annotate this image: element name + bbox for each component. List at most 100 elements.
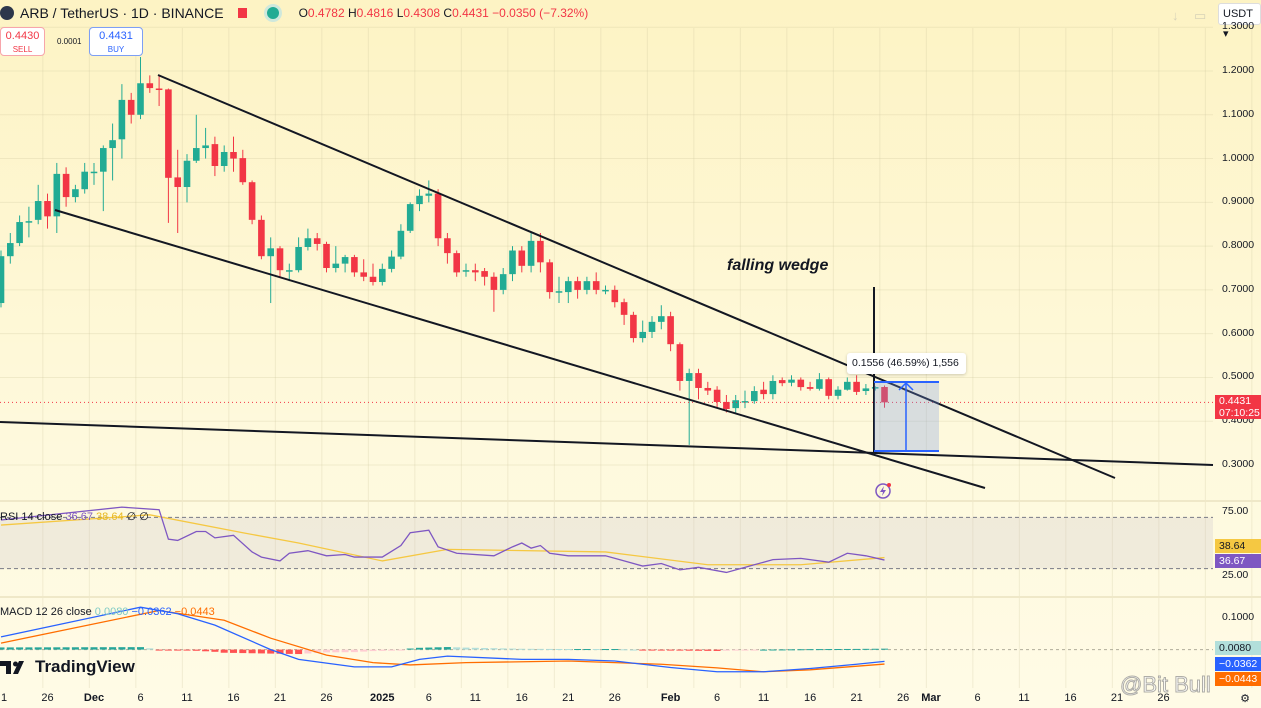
candle-body	[341, 257, 349, 264]
macd-histogram-bar	[211, 649, 219, 652]
candle-body	[592, 281, 600, 290]
macd-histogram-bar	[592, 649, 600, 651]
wedge-upper-trendline[interactable]	[157, 74, 1116, 479]
candle-body	[286, 270, 293, 272]
macd-histogram-bar	[406, 648, 414, 650]
candle-body	[416, 195, 423, 205]
candle-body	[146, 83, 154, 89]
rsi-legend[interactable]: RSI 14 close 36.67 38.64 ∅ ∅	[0, 511, 149, 523]
download-icon[interactable]: ↓	[1172, 8, 1179, 23]
candle-body	[537, 240, 544, 263]
macd-histogram-bar	[536, 648, 544, 650]
candle-body	[267, 248, 274, 257]
macd-histogram-bar	[676, 649, 684, 651]
macd-histogram-bar	[471, 647, 479, 650]
candle-body	[760, 389, 767, 395]
candle-body	[202, 145, 209, 149]
settings-icon[interactable]: ⚙	[1240, 693, 1250, 705]
macd-histogram-bar	[34, 647, 42, 650]
price-axis-label: 1.0000	[1222, 151, 1255, 164]
candle-body	[518, 250, 526, 266]
candle-body	[527, 240, 535, 266]
candle-body	[174, 177, 181, 188]
candle-body	[118, 99, 126, 140]
pane-separator	[0, 500, 1261, 502]
macd-line	[0, 606, 885, 673]
candle-body	[620, 302, 628, 315]
macd-histogram-bar	[657, 649, 665, 651]
flag-icon[interactable]	[237, 8, 247, 18]
macd-histogram-bar	[369, 649, 377, 652]
candle-body	[248, 182, 256, 220]
candle-body	[90, 171, 98, 174]
candle-body	[388, 256, 395, 269]
candle-body	[425, 193, 433, 196]
candle-body	[369, 276, 377, 283]
macd-histogram-bar	[722, 649, 730, 651]
time-axis-label: 16	[227, 692, 240, 704]
wedge-lower-trendline[interactable]	[54, 209, 986, 489]
tradingview-logo[interactable]: TradingView	[0, 657, 135, 677]
macd-histogram-bar	[509, 648, 516, 650]
macd-legend[interactable]: MACD 12 26 close 0.0080 −0.0362 −0.0443	[0, 606, 215, 618]
price-axis-label: 0.9000	[1222, 195, 1255, 208]
macd-histogram-bar	[164, 649, 172, 651]
macd-histogram-bar	[155, 649, 163, 651]
candle-body	[127, 99, 135, 115]
candle-body	[788, 379, 795, 383]
candle-body	[509, 250, 516, 275]
macd-histogram-bar	[183, 649, 191, 651]
candle-body	[230, 151, 237, 159]
pattern-annotation[interactable]: falling wedge	[727, 257, 829, 274]
currency-select[interactable]: USDT ▾	[1218, 3, 1261, 40]
macd-histogram-bar	[732, 649, 740, 651]
price-axis-label: 0.8000	[1222, 239, 1255, 252]
macd-histogram-bar	[388, 649, 396, 651]
candle-body	[304, 238, 312, 247]
candle-body	[44, 201, 51, 217]
macd-histogram-bar	[341, 649, 349, 653]
macd-axis-tick: 0.1000	[1222, 611, 1255, 623]
macd-histogram-bar	[453, 647, 461, 650]
macd-histogram-bar	[99, 647, 107, 650]
buy-button[interactable]: 0.4431 BUY	[89, 27, 143, 56]
support-trendline[interactable]	[0, 421, 1214, 466]
macd-histogram-bar	[843, 648, 851, 650]
macd-histogram-bar	[239, 649, 247, 654]
candle-body	[723, 401, 730, 409]
rsi-badge: 36.67	[1215, 554, 1261, 568]
candle-body	[667, 316, 674, 345]
macd-histogram-bar	[871, 648, 879, 650]
spread-value: 0.0001	[57, 37, 82, 46]
fullscreen-icon[interactable]: ▭	[1194, 8, 1207, 23]
macd-histogram-bar	[527, 648, 535, 650]
candle-body	[109, 140, 116, 149]
candle-body	[546, 262, 553, 293]
time-axis-label: 21	[273, 692, 287, 704]
candle-body	[499, 274, 507, 290]
macd-histogram-bar	[862, 648, 870, 650]
candle-body	[0, 256, 5, 304]
macd-histogram-bar	[853, 648, 861, 650]
symbol-title[interactable]: ARB / TetherUS · 1D · BINANCE	[20, 5, 224, 21]
macd-histogram-bar	[71, 647, 79, 650]
macd-histogram-bar	[602, 649, 609, 651]
lightning-icon[interactable]	[875, 483, 891, 499]
macd-histogram-bar	[350, 649, 358, 653]
macd-histogram-bar	[323, 649, 330, 653]
macd-histogram-bar	[0, 647, 5, 650]
macd-histogram-bar	[778, 649, 786, 651]
candle-body	[462, 270, 470, 272]
candle-body	[165, 89, 172, 178]
rsi-line	[0, 506, 885, 574]
rsi-ma-badge: 38.64	[1215, 539, 1261, 553]
macd-histogram-bar	[620, 649, 628, 651]
macd-histogram-bar	[713, 649, 721, 651]
candle-body	[472, 270, 479, 273]
time-axis-label: 21	[562, 692, 575, 704]
macd-histogram-bar	[257, 649, 265, 654]
candle-body	[72, 189, 79, 198]
macd-histogram-bar	[825, 649, 833, 651]
sell-button[interactable]: 0.4430 SELL	[0, 27, 45, 56]
